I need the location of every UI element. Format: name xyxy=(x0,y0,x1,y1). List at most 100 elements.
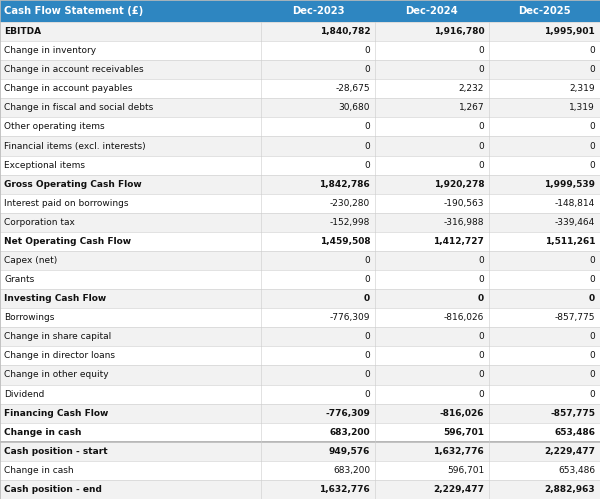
Text: 0: 0 xyxy=(589,161,595,170)
Text: 0: 0 xyxy=(589,65,595,74)
Text: 0: 0 xyxy=(589,256,595,265)
Text: 0: 0 xyxy=(478,256,484,265)
Bar xyxy=(0,461,600,480)
Text: Financial items (excl. interests): Financial items (excl. interests) xyxy=(4,142,146,151)
Text: Capex (net): Capex (net) xyxy=(4,256,58,265)
Text: 0: 0 xyxy=(589,294,595,303)
Text: 1,999,539: 1,999,539 xyxy=(544,180,595,189)
Text: 0: 0 xyxy=(478,390,484,399)
Text: 0: 0 xyxy=(589,370,595,379)
Bar xyxy=(0,156,600,175)
Text: Dec-2023: Dec-2023 xyxy=(292,6,344,16)
Bar xyxy=(0,480,600,499)
Text: -776,309: -776,309 xyxy=(330,313,370,322)
Text: 0: 0 xyxy=(478,161,484,170)
Text: 1,920,278: 1,920,278 xyxy=(434,180,484,189)
Text: Net Operating Cash Flow: Net Operating Cash Flow xyxy=(4,237,131,246)
Text: 0: 0 xyxy=(364,142,370,151)
Text: 0: 0 xyxy=(364,294,370,303)
Text: 1,916,780: 1,916,780 xyxy=(434,27,484,36)
Text: -190,563: -190,563 xyxy=(444,199,484,208)
Text: Corporation tax: Corporation tax xyxy=(4,218,75,227)
Text: Interest paid on borrowings: Interest paid on borrowings xyxy=(4,199,128,208)
Bar xyxy=(0,213,600,232)
Text: Gross Operating Cash Flow: Gross Operating Cash Flow xyxy=(4,180,142,189)
Bar xyxy=(0,270,600,289)
Text: 0: 0 xyxy=(589,351,595,360)
Text: 0: 0 xyxy=(364,390,370,399)
Text: Change in account receivables: Change in account receivables xyxy=(4,65,144,74)
Text: Cash Flow Statement (£): Cash Flow Statement (£) xyxy=(4,6,143,16)
Bar xyxy=(0,137,600,156)
Text: -339,464: -339,464 xyxy=(555,218,595,227)
Text: Change in other equity: Change in other equity xyxy=(4,370,109,379)
Text: 596,701: 596,701 xyxy=(447,466,484,475)
Text: -148,814: -148,814 xyxy=(555,199,595,208)
Text: Investing Cash Flow: Investing Cash Flow xyxy=(4,294,106,303)
Text: Change in inventory: Change in inventory xyxy=(4,46,97,55)
Bar xyxy=(0,289,600,308)
Text: Change in director loans: Change in director loans xyxy=(4,351,115,360)
Text: Dec-2024: Dec-2024 xyxy=(406,6,458,16)
Bar xyxy=(0,60,600,79)
Text: 0: 0 xyxy=(364,370,370,379)
Text: 0: 0 xyxy=(589,275,595,284)
Text: 0: 0 xyxy=(589,332,595,341)
Text: Financing Cash Flow: Financing Cash Flow xyxy=(4,409,109,418)
Text: 1,511,261: 1,511,261 xyxy=(545,237,595,246)
Text: 0: 0 xyxy=(478,332,484,341)
Text: 0: 0 xyxy=(478,351,484,360)
Text: -230,280: -230,280 xyxy=(330,199,370,208)
Text: -28,675: -28,675 xyxy=(335,84,370,93)
Text: 2,232: 2,232 xyxy=(459,84,484,93)
Bar xyxy=(0,365,600,385)
Text: 0: 0 xyxy=(589,390,595,399)
Bar xyxy=(0,194,600,213)
Bar xyxy=(0,79,600,98)
Text: -316,988: -316,988 xyxy=(444,218,484,227)
Text: -857,775: -857,775 xyxy=(555,313,595,322)
Text: 1,632,776: 1,632,776 xyxy=(319,485,370,494)
Text: 1,459,508: 1,459,508 xyxy=(320,237,370,246)
Bar xyxy=(0,22,600,41)
Bar xyxy=(0,308,600,327)
Text: 1,840,782: 1,840,782 xyxy=(320,27,370,36)
Text: 0: 0 xyxy=(478,294,484,303)
Text: Change in cash: Change in cash xyxy=(4,428,82,437)
Text: 0: 0 xyxy=(364,65,370,74)
Text: 683,200: 683,200 xyxy=(333,466,370,475)
Text: Cash position - start: Cash position - start xyxy=(4,447,108,456)
Bar xyxy=(0,232,600,251)
Text: 0: 0 xyxy=(478,370,484,379)
Text: 1,319: 1,319 xyxy=(569,103,595,112)
Text: 0: 0 xyxy=(364,332,370,341)
Text: -816,026: -816,026 xyxy=(440,409,484,418)
Text: 1,842,786: 1,842,786 xyxy=(319,180,370,189)
Text: 653,486: 653,486 xyxy=(554,428,595,437)
Text: Exceptional items: Exceptional items xyxy=(4,161,85,170)
Text: Other operating items: Other operating items xyxy=(4,122,105,131)
Text: 0: 0 xyxy=(364,351,370,360)
Text: 2,229,477: 2,229,477 xyxy=(433,485,484,494)
Text: 949,576: 949,576 xyxy=(329,447,370,456)
Text: Borrowings: Borrowings xyxy=(4,313,55,322)
Text: Dec-2025: Dec-2025 xyxy=(518,6,571,16)
Text: 0: 0 xyxy=(478,46,484,55)
Bar xyxy=(0,41,600,60)
Text: Cash position - end: Cash position - end xyxy=(4,485,102,494)
Text: 2,229,477: 2,229,477 xyxy=(544,447,595,456)
Bar xyxy=(0,327,600,346)
Text: -816,026: -816,026 xyxy=(444,313,484,322)
Text: 1,267: 1,267 xyxy=(458,103,484,112)
Text: 0: 0 xyxy=(364,46,370,55)
Bar xyxy=(0,404,600,423)
Text: 2,319: 2,319 xyxy=(569,84,595,93)
Text: 30,680: 30,680 xyxy=(338,103,370,112)
Text: 0: 0 xyxy=(478,142,484,151)
Text: 0: 0 xyxy=(589,46,595,55)
Bar xyxy=(0,442,600,461)
Text: 683,200: 683,200 xyxy=(329,428,370,437)
Text: 1,995,901: 1,995,901 xyxy=(544,27,595,36)
Text: Change in share capital: Change in share capital xyxy=(4,332,112,341)
Bar xyxy=(0,98,600,117)
